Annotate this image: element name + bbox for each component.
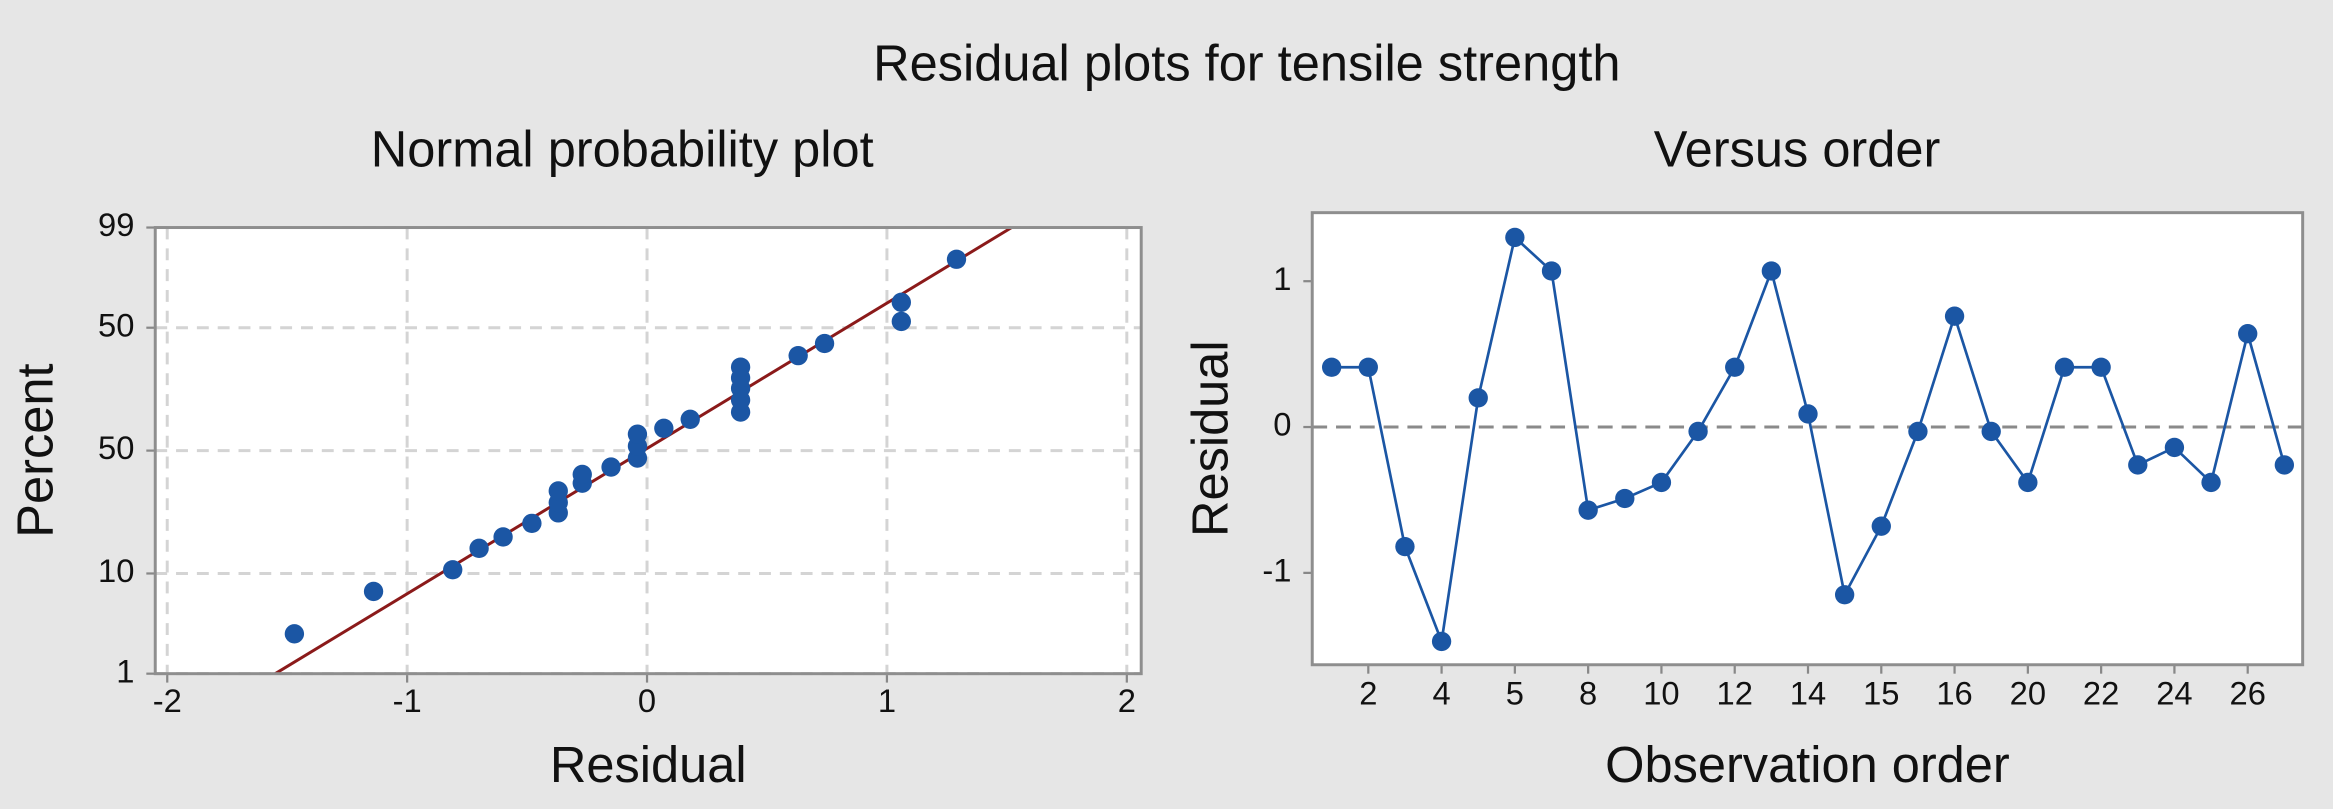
x-tick-label: 2 <box>1118 682 1136 719</box>
data-point <box>469 538 489 559</box>
x-tick-label: 0 <box>638 682 656 719</box>
data-point <box>493 527 513 547</box>
y-tick-label: 50 <box>98 306 134 343</box>
data-point <box>2091 357 2111 377</box>
data-point <box>522 513 542 534</box>
data-point <box>814 333 835 354</box>
data-point <box>2274 455 2295 475</box>
data-point <box>680 409 700 429</box>
data-point <box>1834 585 1855 605</box>
data-point <box>284 624 305 644</box>
data-point <box>1615 488 1635 509</box>
y-axis-label: Residual <box>1181 340 1238 537</box>
y-tick-label: -1 <box>1262 552 1291 589</box>
x-tick-label: 10 <box>1643 675 1679 712</box>
data-point <box>1871 516 1891 536</box>
plot-area <box>1312 212 2303 665</box>
x-tick-label: 5 <box>1506 675 1524 712</box>
data-point <box>572 464 592 485</box>
data-point <box>1725 357 1745 377</box>
data-point <box>2164 437 2185 458</box>
y-tick-label: 10 <box>98 552 134 589</box>
data-point <box>2238 324 2258 344</box>
x-tick-label: 8 <box>1579 675 1597 712</box>
x-tick-label: 4 <box>1432 675 1450 712</box>
chart-title: Versus order <box>1654 121 1941 178</box>
plot-frame <box>153 226 1143 676</box>
y-tick-label: 50 <box>98 429 134 466</box>
data-point <box>2201 472 2221 493</box>
y-tick-label: 1 <box>116 652 134 689</box>
y-tick-label: 0 <box>1273 406 1291 443</box>
x-tick-label: 2 <box>1359 675 1377 712</box>
data-point <box>1688 421 1708 442</box>
x-tick-label: 15 <box>1863 675 1899 712</box>
data-point <box>1358 357 1378 377</box>
data-point <box>1541 261 1562 281</box>
x-tick-label: 22 <box>2083 675 2119 712</box>
x-axis-label: Residual <box>550 736 747 793</box>
data-point <box>1468 388 1488 408</box>
plot-frame <box>1310 211 2305 667</box>
data-point <box>1395 536 1415 557</box>
data-point <box>363 581 384 602</box>
data-point <box>627 424 648 444</box>
x-tick-label: 12 <box>1717 675 1753 712</box>
data-point <box>730 357 751 377</box>
x-tick-label: -2 <box>153 682 182 719</box>
data-point <box>1981 421 2001 442</box>
data-point <box>1908 421 1928 442</box>
data-point <box>1578 500 1598 520</box>
chart-title: Normal probability plot <box>371 121 874 178</box>
x-tick-label: 26 <box>2230 675 2266 712</box>
data-point <box>2054 357 2075 377</box>
data-point <box>1431 631 1452 652</box>
data-point <box>548 481 568 501</box>
data-point <box>891 292 911 312</box>
x-tick-label: 20 <box>2010 675 2046 712</box>
data-point <box>946 249 967 269</box>
data-point <box>1505 227 1525 248</box>
x-tick-label: -1 <box>393 682 422 719</box>
data-point <box>2018 472 2038 493</box>
data-point <box>891 311 911 332</box>
x-axis-label: Observation order <box>1605 736 2010 793</box>
y-tick-label: 1 <box>1273 260 1291 297</box>
data-point <box>443 560 463 580</box>
data-point <box>1798 404 1818 424</box>
x-tick-label: 14 <box>1790 675 1826 712</box>
figure-title: Residual plots for tensile strength <box>873 34 1620 91</box>
y-tick-label: 99 <box>98 206 134 243</box>
x-tick-label: 16 <box>1936 675 1972 712</box>
data-point <box>654 418 674 438</box>
data-point <box>601 457 621 477</box>
data-point <box>2128 455 2148 475</box>
data-point <box>788 345 808 366</box>
y-axis-label: Percent <box>7 363 64 537</box>
data-point <box>1321 357 1342 377</box>
data-point <box>1651 472 1672 493</box>
data-point <box>1944 306 1965 326</box>
data-point <box>1761 261 1782 281</box>
x-tick-label: 1 <box>878 682 896 719</box>
x-tick-label: 24 <box>2156 675 2192 712</box>
